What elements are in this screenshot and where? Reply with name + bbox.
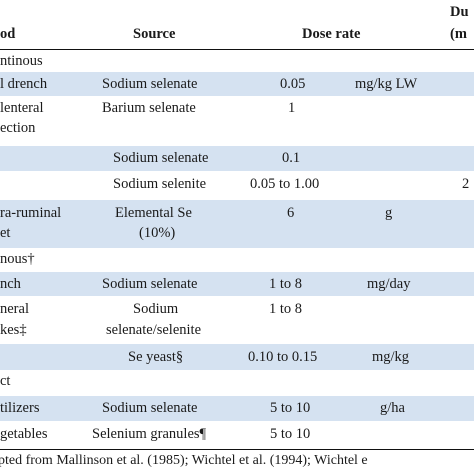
row-source: Selenium granules¶ [92,426,207,442]
table-row: nch Sodium selenate 1 to 8 mg/day [0,272,474,296]
header-dose-rate: Dose rate [302,26,361,42]
row-unit: mg/day [367,276,411,292]
row-method: nous† [0,251,35,267]
table-row: ntinous [0,50,474,72]
row-source: Barium selenate [102,100,196,116]
header-duration-unit: (m [450,26,467,42]
row-source: Se yeast§ [128,349,184,365]
row-source: Elemental Se [115,205,192,221]
row-duration: 2 [462,176,470,192]
header-source: Source [133,26,176,42]
row-dose: 0.1 [282,150,301,166]
row-method: nch [0,276,21,292]
row-method: lenteral [0,100,44,116]
table-footnote: pted from Mallinson et al. (1985); Wicht… [0,453,368,468]
row-method: l drench [0,76,48,92]
row-source-cont: selenate/selenite [106,322,202,338]
row-dose: 1 [288,100,296,116]
header-method: od [0,26,16,42]
table-row: tilizers Sodium selenate 5 to 10 g/ha [0,396,474,421]
row-method: ct [0,373,11,389]
table-row: ct [0,370,474,396]
row-source-cont: (10%) [139,225,176,241]
row-unit: g [385,205,393,221]
row-source: Sodium [133,301,179,317]
row-method: ntinous [0,53,43,69]
row-dose: 5 to 10 [270,400,311,416]
row-method: getables [0,426,48,442]
row-source: Sodium selenate [113,150,209,166]
header-duration: Du [450,4,469,20]
row-dose: 0.05 to 1.00 [250,176,320,192]
row-source: Sodium selenate [102,76,198,92]
row-method: ra-ruminal [0,205,62,221]
row-dose: 1 to 8 [269,276,303,292]
table-row: Sodium selenate 0.1 [0,146,474,171]
row-method: neral [0,301,29,317]
table-row: Se yeast§ 0.10 to 0.15 mg/kg [0,344,474,370]
row-source: Sodium selenate [102,276,198,292]
row-unit: mg/kg LW [355,76,418,92]
row-method-cont: ection [0,120,36,136]
row-unit: g/ha [380,400,405,416]
table-row: nous† [0,248,474,272]
row-dose: 5 to 10 [270,426,311,442]
table-header: od Source Dose rate Du (m [0,0,474,50]
row-source: Sodium selenate [102,400,198,416]
table-bottom-rule [0,449,474,450]
table-row: lenteral ection Barium selenate 1 [0,96,474,142]
row-method: tilizers [0,400,40,416]
table-row: getables Selenium granules¶ 5 to 10 [0,421,474,449]
row-dose: 6 [287,205,295,221]
row-dose: 0.05 [280,76,306,92]
table-row: neral kes‡ Sodium selenate/selenite 1 to… [0,296,474,344]
row-unit: mg/kg [372,349,410,365]
row-source: Sodium selenite [113,176,207,192]
row-method-cont: kes‡ [0,322,27,338]
table-row: l drench Sodium selenate 0.05 mg/kg LW [0,72,474,96]
row-dose: 1 to 8 [269,301,303,317]
table-row: ra-ruminal et Elemental Se (10%) 6 g [0,200,474,248]
table-row: Sodium selenite 0.05 to 1.00 2 [0,171,474,197]
row-dose: 0.10 to 0.15 [248,349,318,365]
row-method-cont: et [0,225,11,241]
